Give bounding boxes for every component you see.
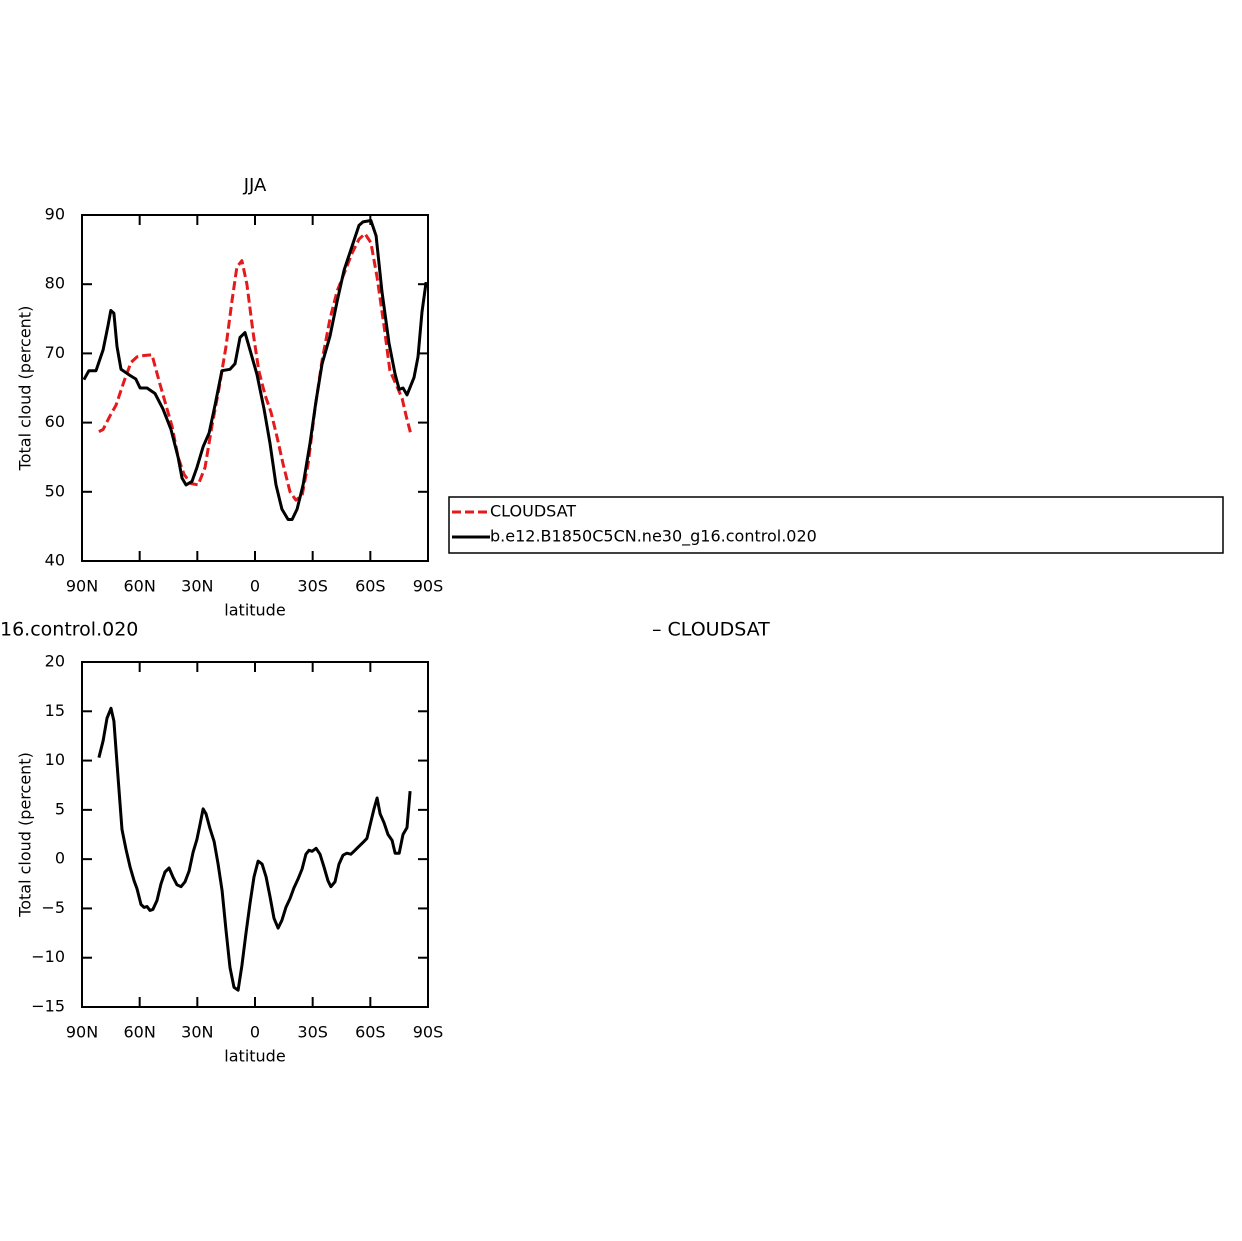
y-tick-label: 5 [55,799,65,818]
y-tick-label: 80 [45,274,65,293]
x-tick-label: 90N [66,577,98,596]
y-tick-label: 15 [45,701,65,720]
x-tick-label: 90S [413,577,444,596]
x-tick-label: 60S [355,1023,386,1042]
y-tick-label: 60 [45,412,65,431]
y-tick-label: −10 [31,947,65,966]
x-tick-label: 90N [66,1023,98,1042]
chart-title-fragment: 16.control.020 [0,619,138,641]
y-tick-label: 10 [45,750,65,769]
x-tick-label: 30N [181,1023,213,1042]
y-tick-label: 70 [45,343,65,362]
data-line [98,232,413,502]
x-tick-label: 30S [297,1023,328,1042]
chart-title-fragment: – CLOUDSAT [652,619,770,641]
legend-label: CLOUDSAT [490,502,576,521]
y-tick-label: −5 [41,898,65,917]
x-tick-label: 0 [250,577,260,596]
y-tick-label: 0 [55,849,65,868]
legend-label: b.e12.B1850C5CN.ne30_g16.control.020 [490,527,817,547]
y-tick-label: 50 [45,481,65,500]
x-tick-label: 90S [413,1023,444,1042]
x-tick-label: 60N [124,577,156,596]
data-line [82,219,428,521]
x-axis-label: latitude [224,601,285,620]
y-axis-label: Total cloud (percent) [16,752,35,918]
x-tick-label: 30N [181,577,213,596]
data-line [97,706,412,992]
x-axis-label: latitude [224,1047,285,1066]
x-tick-label: 60N [124,1023,156,1042]
x-tick-label: 30S [297,577,328,596]
x-tick-label: 0 [250,1023,260,1042]
chart-title: JJA [243,175,267,196]
y-tick-label: 40 [45,551,65,570]
plot-frame [81,661,429,1008]
y-axis-label: Total cloud (percent) [16,306,35,472]
y-tick-label: 20 [45,652,65,671]
y-tick-label: 90 [45,205,65,224]
legend-box [448,496,1224,554]
y-tick-label: −15 [31,997,65,1016]
x-tick-label: 60S [355,577,386,596]
